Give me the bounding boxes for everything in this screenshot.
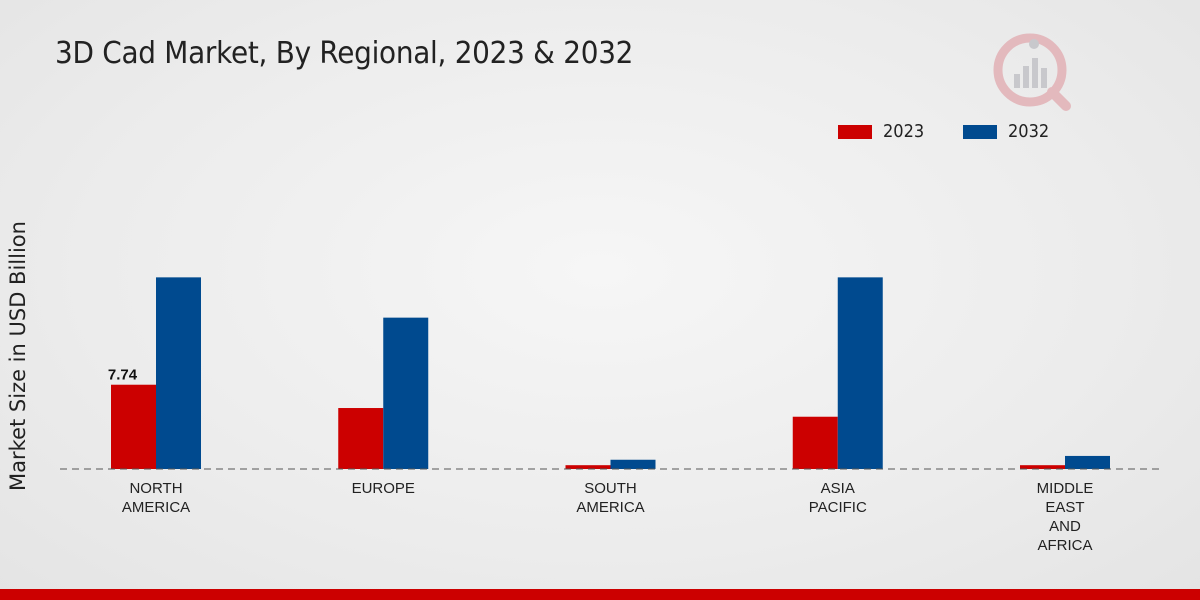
bar-2032-3 [837, 277, 883, 469]
x-tick-label-3-1: PACIFIC [809, 499, 867, 516]
x-tick-label-2-0: SOUTH [584, 480, 637, 497]
bar-2023-2 [565, 465, 611, 469]
bar-2023-3 [792, 416, 838, 469]
bar-2023-0 [111, 384, 156, 469]
legend-item-2032: 2032 [962, 121, 1054, 142]
x-tick-label-4-0: MIDDLE [1037, 480, 1094, 497]
legend-label-2032: 2032 [1007, 121, 1050, 142]
chart-legend: 2023 2032 [838, 121, 1088, 142]
bar-2032-1 [383, 317, 429, 469]
footer-accent-bar [0, 589, 1200, 600]
bar-2032-2 [610, 459, 656, 469]
bar-2032-0 [156, 277, 201, 469]
legend-swatch-2032 [962, 124, 997, 139]
x-tick-label-0-0: NORTH [129, 480, 182, 497]
x-tick-label-1-0: EUROPE [352, 480, 415, 497]
x-tick-label-4-2: AND [1049, 518, 1081, 535]
bar-2032-4 [1065, 455, 1110, 469]
x-tick-label-4-1: EAST [1045, 499, 1084, 516]
bar-2023-1 [338, 408, 384, 469]
data-label-2023-0: 7.74 [108, 367, 138, 384]
legend-swatch-2023 [838, 124, 872, 139]
legend-item-2023: 2023 [838, 121, 929, 142]
legend-label-2023: 2023 [883, 121, 925, 142]
chart-title: 3D Cad Market, By Regional, 2023 & 2032 [55, 36, 634, 71]
x-tick-label-2-1: AMERICA [576, 499, 644, 516]
x-tick-label-3-0: ASIA [821, 480, 855, 497]
x-tick-label-0-1: AMERICA [122, 499, 190, 516]
bar-2023-4 [1020, 465, 1065, 469]
brand-logo-icon [993, 33, 1071, 111]
x-tick-label-4-3: AFRICA [1037, 537, 1092, 554]
